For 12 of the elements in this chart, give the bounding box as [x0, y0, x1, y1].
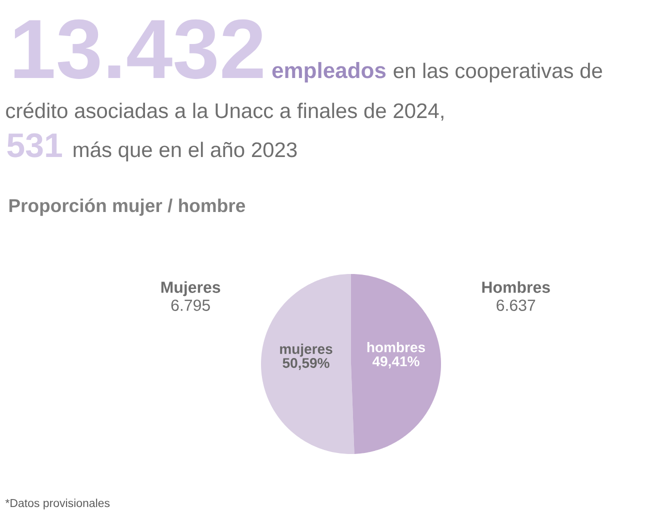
text: hombres 49,41%	[367, 342, 425, 368]
data-label: 6.795	[171, 300, 210, 311]
data-label: 6.637	[496, 300, 536, 311]
slice-label: Hombres	[482, 281, 550, 293]
text: crédito asociadas a la Unacc a finales de 2024,	[6, 102, 444, 121]
text: más que en el año 2023	[74, 142, 297, 162]
text: mujeres 50,59%	[280, 344, 332, 370]
text: empleados	[272, 62, 386, 83]
chart-title: Proporción mujer / hombre	[9, 198, 246, 216]
text: *Datos provisionales	[5, 498, 110, 510]
slice-label: Mujeres	[161, 281, 220, 296]
text: en las cooperativas de	[394, 62, 602, 82]
